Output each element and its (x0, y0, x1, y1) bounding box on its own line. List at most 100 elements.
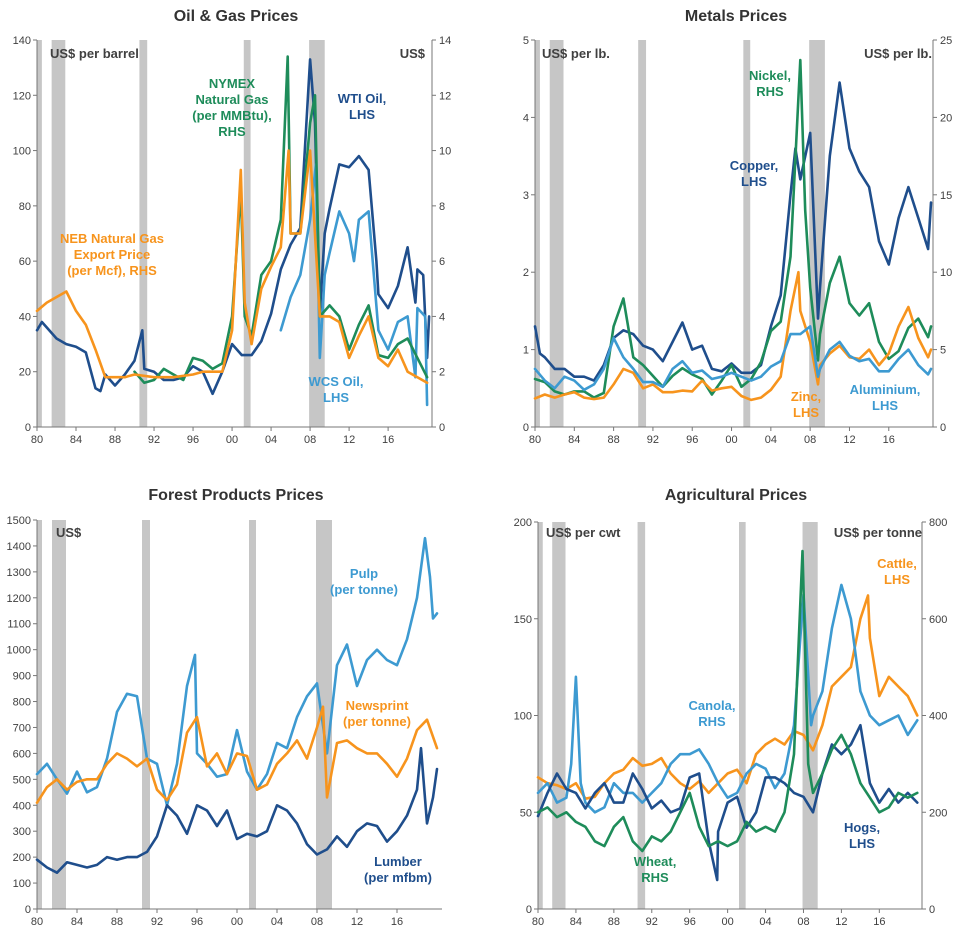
series-label-aluminium: Aluminium, LHS (850, 382, 921, 413)
series-label-neb: NEB Natural Gas Export Price (per Mcf), RH… (60, 231, 164, 278)
x-tick-label: 08 (797, 916, 809, 928)
x-tick-label: 00 (226, 434, 238, 446)
series-label-line: Aluminium, (850, 382, 921, 397)
series-label-line: (per mfbm) (364, 870, 432, 885)
series-label-zinc: Zinc, LHS (791, 389, 821, 420)
y-left-tick-label: 2 (523, 267, 529, 279)
x-tick-label: 04 (265, 434, 277, 446)
series-label-line: Canola, (689, 698, 736, 713)
series-label-line: Cattle, (877, 556, 917, 571)
recession-band (139, 40, 148, 427)
y-left-tick-label: 20 (19, 367, 31, 379)
x-tick-label: 84 (70, 434, 82, 446)
series-label-line: WTI Oil, (338, 91, 386, 106)
series-line-newsprint (35, 705, 439, 804)
y-left-tick-label: 1 (523, 345, 529, 357)
series-label-line: WCS Oil, (309, 374, 364, 389)
x-tick-label: 80 (532, 916, 544, 928)
y-left-tick-label: 200 (13, 852, 31, 864)
y-left-tick-label: 900 (13, 671, 31, 683)
y-left-tick-label: 40 (19, 311, 31, 323)
x-tick-label: 12 (835, 916, 847, 928)
x-tick-label: 12 (351, 916, 363, 928)
series-label-canola: Canola, RHS (689, 698, 736, 729)
x-tick-label: 92 (148, 434, 160, 446)
series-label-line: RHS (698, 714, 726, 729)
y-right-tick-label: 600 (929, 614, 947, 626)
x-tick-label: 08 (304, 434, 316, 446)
series-label-line: Lumber (374, 854, 422, 869)
recession-band (637, 522, 646, 909)
series-label-line: NEB Natural Gas (60, 231, 164, 246)
recession-band (743, 40, 751, 427)
left-unit-label: US$ per lb. (542, 46, 610, 61)
x-tick-label: 92 (647, 434, 659, 446)
series-line-aluminium (533, 325, 933, 392)
y-left-tick-label: 0 (523, 422, 529, 434)
y-right-tick-label: 25 (940, 35, 952, 47)
x-tick-label: 00 (231, 916, 243, 928)
y-left-tick-label: 0 (526, 904, 532, 916)
y-right-tick-label: 0 (439, 422, 445, 434)
right-unit-label: US$ per lb. (864, 46, 932, 61)
series-label-line: RHS (218, 124, 246, 139)
y-left-tick-label: 4 (523, 112, 529, 124)
x-tick-label: 16 (391, 916, 403, 928)
recession-band (52, 520, 66, 909)
chart-title: Agricultural Prices (665, 487, 807, 504)
y-left-tick-label: 100 (13, 878, 31, 890)
y-left-tick-label: 5 (523, 35, 529, 47)
series-label-line: Copper, (730, 158, 778, 173)
y-right-tick-label: 4 (439, 311, 445, 323)
series-label-wheat: Wheat, RHS (634, 854, 677, 885)
recession-band (142, 520, 150, 909)
x-tick-label: 88 (109, 434, 121, 446)
recession-band (51, 40, 66, 427)
series-label-line: NYMEX (209, 76, 256, 91)
series-label-wti: WTI Oil, LHS (338, 91, 386, 122)
y-left-tick-label: 600 (13, 748, 31, 760)
y-right-tick-label: 10 (439, 146, 451, 158)
series-label-line: RHS (641, 870, 669, 885)
series-line-pulp (35, 536, 439, 807)
x-tick-label: 84 (71, 916, 83, 928)
y-left-tick-label: 1100 (7, 619, 31, 631)
y-right-tick-label: 0 (929, 904, 935, 916)
x-tick-label: 16 (382, 434, 394, 446)
x-tick-label: 96 (191, 916, 203, 928)
y-right-tick-label: 20 (940, 112, 952, 124)
series-label-line: LHS (849, 836, 875, 851)
recession-band (638, 40, 647, 427)
right-unit-label: US$ (400, 46, 426, 61)
series-label-line: (per tonne) (343, 714, 411, 729)
recession-band (535, 40, 540, 427)
y-left-tick-label: 1200 (7, 593, 31, 605)
x-tick-label: 08 (804, 434, 816, 446)
series-label-line: Hogs, (844, 820, 880, 835)
x-tick-label: 00 (725, 434, 737, 446)
x-tick-label: 04 (765, 434, 777, 446)
series-line-hogs (536, 723, 919, 882)
series-label-wcs: WCS Oil, LHS (309, 374, 364, 405)
chart-title: Metals Prices (685, 8, 787, 25)
x-tick-label: 88 (111, 916, 123, 928)
series-label-line: Zinc, (791, 389, 821, 404)
x-tick-label: 04 (759, 916, 771, 928)
series-label-line: LHS (741, 174, 767, 189)
series-line-wheat (536, 549, 919, 853)
y-right-tick-label: 8 (439, 201, 445, 213)
y-left-tick-label: 1500 (7, 515, 31, 527)
y-right-tick-label: 6 (439, 256, 445, 268)
y-left-tick-label: 300 (13, 826, 31, 838)
y-left-tick-label: 50 (520, 807, 532, 819)
series-label-line: Wheat, (634, 854, 677, 869)
y-left-tick-label: 0 (25, 904, 31, 916)
x-tick-label: 80 (31, 434, 43, 446)
x-tick-label: 04 (271, 916, 283, 928)
y-right-tick-label: 200 (929, 807, 947, 819)
series-line-nickel (533, 58, 933, 399)
recession-band (552, 522, 566, 909)
y-left-tick-label: 800 (13, 697, 31, 709)
x-tick-label: 92 (151, 916, 163, 928)
series-label-cattle: Cattle, LHS (877, 556, 917, 587)
